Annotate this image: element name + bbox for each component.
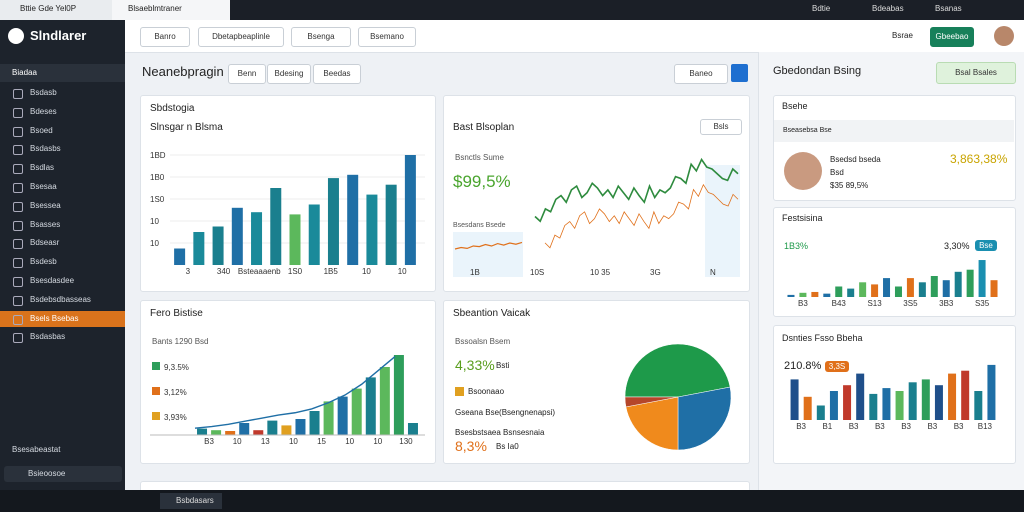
user-button[interactable]: Baneo xyxy=(674,64,728,84)
page-title: Neanebpragin xyxy=(142,64,224,79)
browser-link[interactable]: Bdtie xyxy=(812,4,831,13)
table-header xyxy=(774,120,1014,142)
kpi-sub: Bsti xyxy=(496,361,510,370)
label: Bsesdans Bsede xyxy=(453,222,506,229)
legend-item: Bsoonaao xyxy=(468,387,505,396)
sidebar-item[interactable]: Bsesaa xyxy=(30,182,57,191)
taskbar-app[interactable] xyxy=(160,493,222,509)
card xyxy=(443,300,750,464)
sidebar-item[interactable]: Bsdasb xyxy=(30,88,57,97)
browser-link[interactable]: Bsanas xyxy=(935,4,962,13)
profile-line: $35 89,5% xyxy=(830,181,869,190)
logo-icon xyxy=(8,28,24,44)
search-link[interactable]: Bsrae xyxy=(892,31,913,40)
sidebar-item[interactable]: Bdeses xyxy=(30,106,57,116)
right-button[interactable]: Bsal Bsales xyxy=(936,62,1016,84)
card-title: Festsisina xyxy=(782,213,823,223)
sidebar-icon xyxy=(13,164,23,175)
card-title: Dsnties Fsso Bbeha xyxy=(782,333,863,343)
sidebar-item[interactable]: Bsdasbas xyxy=(30,332,66,342)
card-title: Bsehe xyxy=(782,101,808,111)
avatar[interactable] xyxy=(994,26,1014,46)
tab-title: Bttie Gde Yel0P xyxy=(20,4,77,13)
browser-link[interactable]: Bdeabas xyxy=(872,4,904,13)
profile-kpi: 3,863,38% xyxy=(950,152,1008,166)
sidebar-icon xyxy=(13,145,23,156)
right-title: Gbedondan Bsing xyxy=(773,65,862,77)
label: Bsnctls Sume xyxy=(455,153,504,162)
kpi-sub: Bs Ia0 xyxy=(496,442,519,451)
label: Bssoalsn Bsem xyxy=(455,337,511,346)
action-button[interactable]: Gbeebao xyxy=(930,27,974,47)
badge: Bse xyxy=(975,240,997,251)
sidebar-icon xyxy=(13,107,23,118)
header-button[interactable]: Bsenga xyxy=(291,27,351,47)
sidebar-item[interactable]: Bsels Bsebas xyxy=(0,310,125,327)
logo-text: Slndlarer xyxy=(30,28,87,43)
sidebar-icon xyxy=(13,277,23,287)
label: Bsesbstsaea Bsnsesnaia xyxy=(455,428,545,437)
header-button[interactable]: Bsemano xyxy=(358,27,416,47)
profile-name: Bsedsd bseda xyxy=(830,155,881,164)
sidebar-item[interactable]: Bsdlas xyxy=(30,163,55,173)
card-title: Sbeantion Vaicak xyxy=(453,308,531,319)
legend-swatch xyxy=(455,387,464,396)
card xyxy=(140,300,436,464)
sidebar-item[interactable]: Bdseasr xyxy=(30,238,60,248)
sidebar-item[interactable]: Bsdesb xyxy=(30,257,57,267)
profile-photo xyxy=(784,152,822,190)
card xyxy=(773,207,1016,317)
sidebar xyxy=(0,52,125,490)
label: Gseana Bse(Bsengnenapsi) xyxy=(455,408,556,417)
kpi: 210.8% xyxy=(784,360,822,372)
sidebar-icon xyxy=(13,201,23,212)
sidebar-item[interactable]: Bsdasbs xyxy=(30,144,61,154)
sidebar-icon xyxy=(13,258,23,269)
card-title: Sbdstogia xyxy=(150,103,195,114)
card-title: Bast Blsoplan xyxy=(453,122,515,133)
profile-line: Bsd xyxy=(830,168,844,177)
browser-bar xyxy=(0,0,1024,20)
sidebar-footer[interactable]: Bsieoosoe xyxy=(4,466,122,482)
table-header-text: Bseasebsa Bse xyxy=(783,127,832,134)
taskbar-app-label: Bsbdasars xyxy=(176,496,214,505)
tab[interactable] xyxy=(0,0,112,20)
sidebar-icon xyxy=(13,314,23,325)
tab[interactable] xyxy=(112,0,230,20)
header-button[interactable]: Dbetapbeaplinle xyxy=(198,27,284,47)
card-title: Fero Bistise xyxy=(150,308,203,319)
label: Bants 1290 Bsd xyxy=(152,337,209,346)
card xyxy=(773,325,1016,464)
toolbar-icon[interactable] xyxy=(731,64,748,82)
tab-title: Blsaeblmtraner xyxy=(128,4,182,13)
toolbar-tab[interactable]: Beedas xyxy=(313,64,361,84)
header-button[interactable]: Banro xyxy=(140,27,190,47)
sidebar-icon xyxy=(13,220,23,231)
kpi: 4,33% xyxy=(455,357,495,373)
kpi: $99,5% xyxy=(453,172,511,191)
sidebar-icon xyxy=(13,333,23,344)
sidebar-item[interactable]: Bsessea xyxy=(30,200,61,210)
kpi: 3,30% xyxy=(944,241,970,251)
sidebar-footer[interactable]: Bsesabeastat xyxy=(12,445,61,454)
toolbar-tab[interactable]: Benn xyxy=(228,64,266,84)
taskbar xyxy=(0,490,1024,512)
badge: 3,3S xyxy=(825,361,849,372)
sidebar-icon xyxy=(13,89,23,99)
kpi: 8,3% xyxy=(455,438,487,454)
sidebar-icon xyxy=(13,239,23,250)
toolbar-tab[interactable]: Bdesing xyxy=(267,64,311,84)
range-button[interactable]: Bsls xyxy=(700,119,742,135)
kpi: 1B3% xyxy=(784,241,809,251)
card-subtitle: Slnsgar n Blsma xyxy=(150,122,223,133)
sidebar-icon xyxy=(13,183,23,193)
sidebar-item[interactable]: Bsesdasdee xyxy=(30,276,75,285)
sidebar-item[interactable]: Bsdebsdbasseas xyxy=(30,294,91,304)
sidebar-item[interactable]: Bsoed xyxy=(30,125,53,135)
sidebar-section[interactable]: Biadaa xyxy=(0,64,125,82)
sidebar-icon xyxy=(13,126,23,137)
sidebar-icon xyxy=(13,295,23,306)
sidebar-item[interactable]: Bsasses xyxy=(30,219,61,229)
